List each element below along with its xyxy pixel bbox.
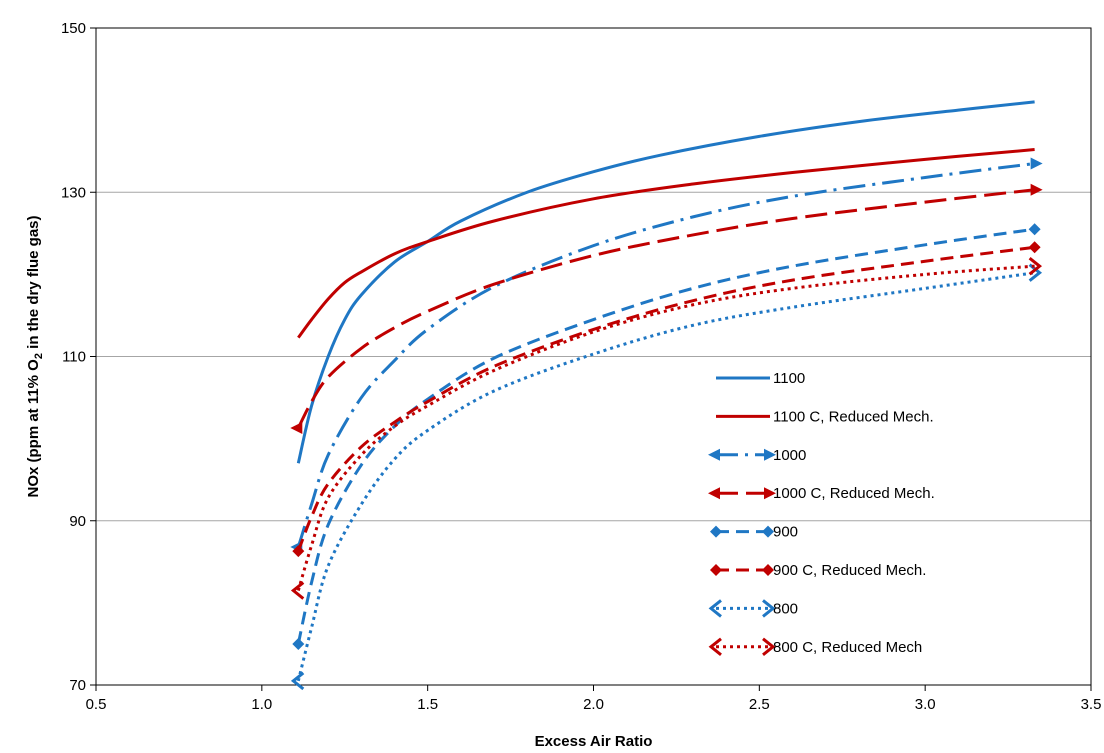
y-tick-label: 90 <box>69 513 86 530</box>
legend-marker-start-6 <box>708 599 722 618</box>
legend-label-1: 1100 C, Reduced Mech. <box>773 408 934 425</box>
y-tick-label: 150 <box>61 20 86 37</box>
series-3-start-marker <box>290 421 303 434</box>
x-tick-label: 3.0 <box>915 696 936 713</box>
series-4-end-marker <box>1028 223 1041 236</box>
legend-marker-start-2 <box>708 448 720 461</box>
y-axis-title-subscript: 2 <box>33 353 45 359</box>
x-tick-label: 2.5 <box>749 696 770 713</box>
legend-marker-end-2 <box>764 448 776 461</box>
series-5-end-marker <box>1028 241 1041 254</box>
legend-marker-end-4 <box>762 525 774 538</box>
legend-marker-start-5 <box>710 564 722 576</box>
legend-label-4: 900 <box>773 524 798 541</box>
legend-label-5: 900 C, Reduced Mech. <box>773 562 926 579</box>
y-tick-label: 70 <box>69 677 86 694</box>
legend-marker-end-6 <box>762 599 776 618</box>
y-axis-title-part1: NOx (ppm at 11% O <box>25 359 42 498</box>
series-4-start-marker <box>292 637 305 650</box>
series-line-2 <box>296 162 1035 548</box>
series-line-5 <box>296 245 1035 552</box>
y-tick-label: 130 <box>61 184 86 201</box>
legend-marker-end-3 <box>764 487 776 500</box>
x-tick-label: 2.0 <box>583 696 604 713</box>
y-tick-label: 110 <box>62 349 86 366</box>
series-6-start-marker <box>290 671 305 691</box>
series-7-start-marker <box>290 581 305 600</box>
legend-label-7: 800 C, Reduced Mech <box>773 639 922 656</box>
series-line-1 <box>297 148 1035 339</box>
y-axis-title: NOx (ppm at 11% O2 in the dry flue gas) <box>25 215 45 497</box>
series-line-0 <box>296 100 1035 464</box>
legend-label-2: 1000 <box>773 447 806 464</box>
y-axis-title-part2: in the dry flue gas) <box>25 215 42 353</box>
grid-lines <box>96 191 1091 522</box>
legend: 1100 1100 C, Reduced Mech. 1000 1000 C, Red… <box>708 370 935 656</box>
legend-marker-start-4 <box>710 525 722 538</box>
legend-marker-end-7 <box>762 637 776 656</box>
series-3-end-marker <box>1030 183 1043 196</box>
legend-marker-start-3 <box>708 487 720 500</box>
axis-ticks: 0.5 1.0 1.5 2.0 2.5 3.0 3.5 70 90 110 130 150 <box>61 20 1101 713</box>
series-line-3 <box>296 188 1035 429</box>
legend-marker-end-5 <box>762 564 774 576</box>
legend-label-0: 1100 <box>773 370 805 387</box>
x-tick-label: 1.5 <box>417 696 438 713</box>
series-7-end-marker <box>1028 256 1043 276</box>
x-tick-label: 0.5 <box>86 696 107 713</box>
legend-label-6: 800 <box>773 600 798 617</box>
x-tick-label: 3.5 <box>1081 696 1102 713</box>
series-lines <box>290 100 1043 691</box>
x-axis-title: Excess Air Ratio <box>535 733 653 750</box>
series-line-4 <box>296 227 1035 645</box>
x-tick-label: 1.0 <box>251 696 272 713</box>
legend-marker-start-7 <box>708 637 722 656</box>
legend-label-3: 1000 C, Reduced Mech. <box>773 485 935 502</box>
series-line-7 <box>296 264 1035 591</box>
series-line-6 <box>296 271 1035 682</box>
series-5-start-marker <box>292 545 305 558</box>
series-2-end-marker <box>1030 157 1043 170</box>
